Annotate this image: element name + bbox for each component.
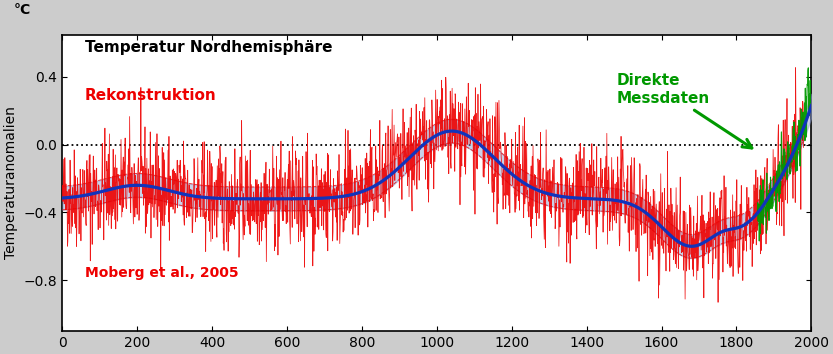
Text: Temperatur Nordhemisphäre: Temperatur Nordhemisphäre xyxy=(85,40,332,56)
Text: Moberg et al., 2005: Moberg et al., 2005 xyxy=(85,266,238,280)
Text: °C: °C xyxy=(13,3,31,17)
Y-axis label: Temperaturanomalien: Temperaturanomalien xyxy=(4,106,18,259)
Text: Rekonstruktion: Rekonstruktion xyxy=(85,88,217,103)
Text: Direkte
Messdaten: Direkte Messdaten xyxy=(616,74,752,148)
